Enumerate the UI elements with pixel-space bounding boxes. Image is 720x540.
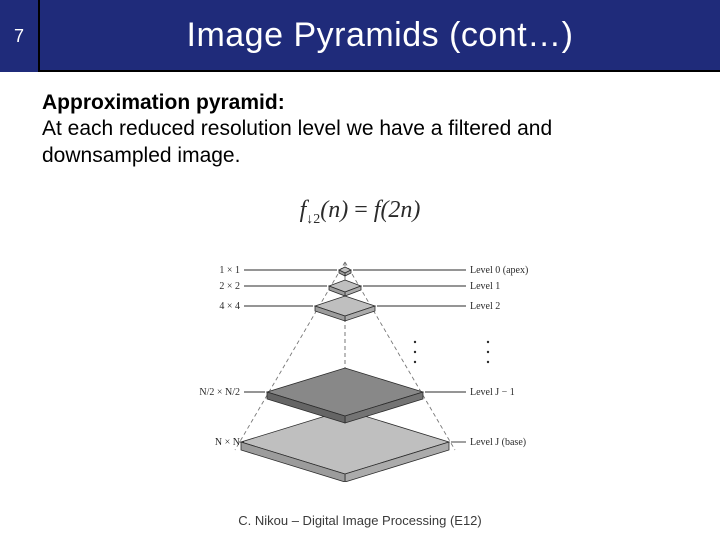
equation: f↓2(n) = f(2n)	[42, 197, 678, 228]
slide-title: Image Pyramids (cont…)	[187, 16, 574, 55]
pyramid-diagram-wrap: 1 × 1 2 × 2 4 × 4 N/2 × N/2 N × N Level 0 (ap…	[42, 242, 678, 482]
svg-text:Level 2: Level 2	[470, 301, 500, 312]
eq-rhs-arg: (2n)	[380, 197, 420, 223]
eq-lhs-arg: (n)	[320, 197, 348, 223]
svg-text:Level J (base): Level J (base)	[470, 437, 526, 448]
svg-text:1 × 1: 1 × 1	[219, 265, 240, 276]
body-text: At each reduced resolution level we have…	[42, 116, 678, 169]
svg-text:Level 1: Level 1	[470, 281, 500, 292]
svg-text:Level J − 1: Level J − 1	[470, 387, 515, 398]
slide-header: 7 Image Pyramids (cont…)	[0, 0, 720, 72]
svg-text:N/2 × N/2: N/2 × N/2	[199, 387, 240, 398]
svg-text:4 × 4: 4 × 4	[219, 301, 240, 312]
slide-body: Approximation pyramid: At each reduced r…	[0, 72, 720, 482]
svg-text:N × N: N × N	[215, 437, 240, 448]
slide-number: 7	[14, 26, 24, 47]
slide-footer: C. Nikou – Digital Image Processing (E12…	[0, 513, 720, 528]
svg-text:2 × 2: 2 × 2	[219, 281, 240, 292]
pyramid-diagram: 1 × 1 2 × 2 4 × 4 N/2 × N/2 N × N Level 0 (ap…	[140, 242, 580, 482]
title-box: Image Pyramids (cont…)	[40, 0, 720, 72]
eq-lhs-sub: ↓2	[306, 212, 320, 227]
eq-eq: =	[348, 197, 374, 223]
subheading: Approximation pyramid:	[42, 90, 678, 116]
svg-text:Level 0 (apex): Level 0 (apex)	[470, 265, 528, 276]
slide-number-box: 7	[0, 0, 40, 72]
